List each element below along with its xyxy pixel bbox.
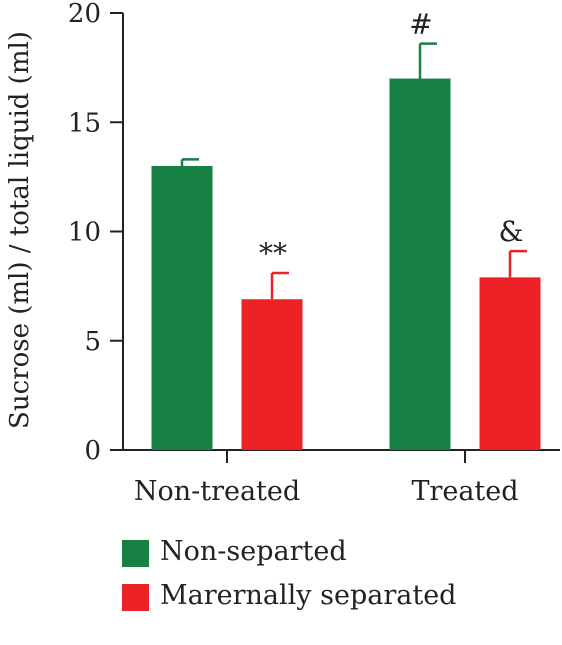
y-axis-label: Sucrose (ml) / total liquid (ml)	[5, 31, 35, 429]
y-tick-label: 5	[84, 327, 101, 357]
bar-non-separted-non-treated	[151, 165, 213, 450]
y-tick-label: 15	[68, 108, 101, 138]
y-tick-label: 20	[68, 0, 101, 29]
bar-marernally-separated-non-treated	[241, 299, 303, 450]
y-tick-label: 0	[84, 436, 101, 466]
significance-mark: **	[259, 237, 287, 270]
plot-area: 0 5 10 15 20 Non-treated Treated ** # &	[68, 0, 560, 507]
legend-swatch-marernally-separated	[122, 584, 149, 611]
bar-marernally-separated-treated	[479, 277, 541, 450]
x-tick-label-non-treated: Non-treated	[134, 476, 300, 507]
legend-swatch-non-separted	[122, 540, 149, 567]
bar-non-separted-treated	[389, 78, 451, 451]
significance-mark: #	[409, 8, 432, 41]
x-tick-label-treated: Treated	[411, 476, 518, 507]
legend-label-non-separted: Non-separted	[160, 536, 347, 567]
y-tick-label: 10	[68, 218, 101, 248]
legend-label-marernally-separated: Marernally separated	[160, 580, 457, 611]
significance-mark: &	[499, 215, 524, 248]
